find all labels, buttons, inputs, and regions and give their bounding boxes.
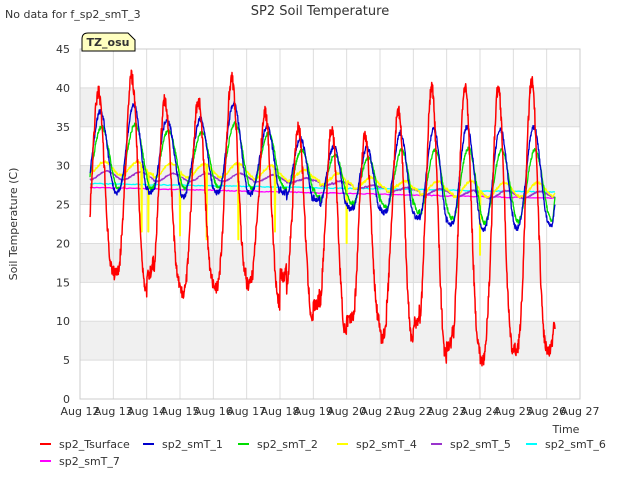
x-tick-label: Aug 15 — [161, 405, 200, 418]
x-tick-label: Aug 13 — [94, 405, 133, 418]
x-tick-label: Aug 24 — [461, 405, 500, 418]
timezone-badge: TZ_osu — [81, 32, 136, 52]
legend-item-sp2_smT_1: sp2_smT_1 — [143, 438, 223, 451]
y-tick-label: 25 — [56, 199, 70, 212]
legend-label: sp2_smT_5 — [450, 438, 511, 451]
y-tick-label: 35 — [56, 121, 70, 134]
legend: sp2_Tsurface sp2_smT_1 sp2_smT_2 sp2_smT_4 s… — [40, 438, 606, 468]
x-tick-label: Aug 26 — [527, 405, 566, 418]
series-layer — [89, 69, 556, 367]
x-tick-label: Aug 25 — [494, 405, 533, 418]
legend-item-sp2_smT_4: sp2_smT_4 — [337, 438, 417, 451]
y-tick-label: 5 — [63, 354, 70, 367]
legend-label: sp2_smT_7 — [59, 455, 120, 468]
y-tick-label: 10 — [56, 315, 70, 328]
legend-item-sp2_smT_5: sp2_smT_5 — [431, 438, 511, 451]
y-tick-label: 20 — [56, 237, 70, 250]
x-tick-label: Aug 23 — [427, 405, 466, 418]
timezone-badge-label: TZ_osu — [87, 36, 130, 49]
legend-label: sp2_smT_4 — [356, 438, 417, 451]
x-tick-label: Aug 17 — [227, 405, 266, 418]
y-tick-label: 40 — [56, 82, 70, 95]
x-axis-label: Time — [552, 423, 580, 436]
x-tick-label: Aug 14 — [127, 405, 166, 418]
legend-label: sp2_smT_2 — [257, 438, 318, 451]
legend-label: sp2_Tsurface — [59, 438, 130, 451]
y-tick-label: 45 — [56, 43, 70, 56]
plot-area-frame — [79, 48, 581, 400]
legend-label: sp2_smT_1 — [162, 438, 223, 451]
y-tick-label: 15 — [56, 276, 70, 289]
x-tick-label: Aug 27 — [561, 405, 600, 418]
x-tick-label: Aug 19 — [294, 405, 333, 418]
legend-label: sp2_smT_6 — [545, 438, 606, 451]
x-tick-label: Aug 16 — [194, 405, 233, 418]
legend-item-sp2_Tsurface: sp2_Tsurface — [40, 438, 130, 451]
y-tick-label: 0 — [63, 393, 70, 406]
series-line-sp2_Tsurface — [89, 69, 556, 367]
x-tick-label: Aug 20 — [327, 405, 366, 418]
x-tick-label: Aug 12 — [61, 405, 100, 418]
x-tick-label: Aug 18 — [261, 405, 300, 418]
band — [80, 87, 580, 127]
y-axis-label: Soil Temperature (C) — [7, 168, 20, 281]
legend-item-sp2_smT_6: sp2_smT_6 — [526, 438, 606, 451]
x-tick-label: Aug 21 — [361, 405, 400, 418]
no-data-note: No data for f_sp2_smT_3 — [5, 8, 141, 21]
x-tick-label: Aug 22 — [394, 405, 433, 418]
legend-item-sp2_smT_7: sp2_smT_7 — [40, 455, 120, 468]
chart-title: SP2 Soil Temperature — [251, 4, 389, 19]
y-axis-ticks: 0 5 10 15 20 25 30 35 40 45 — [56, 43, 70, 406]
band — [80, 321, 580, 361]
legend-item-sp2_smT_2: sp2_smT_2 — [238, 438, 318, 451]
y-tick-label: 30 — [56, 160, 70, 173]
band — [80, 243, 580, 283]
